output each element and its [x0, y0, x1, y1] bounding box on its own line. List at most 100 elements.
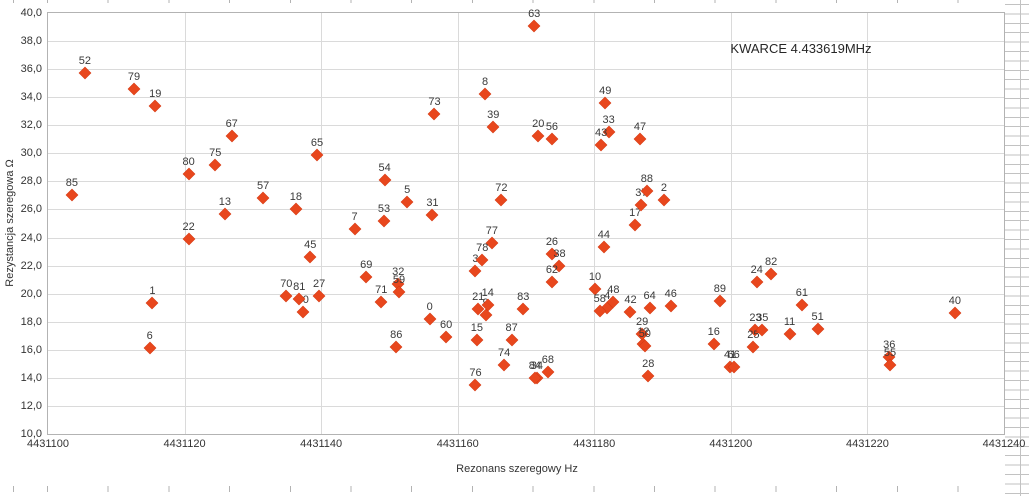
data-point-67 [226, 130, 238, 143]
point-label-50: 50 [638, 327, 651, 340]
data-point-27 [313, 290, 325, 303]
point-label-78: 78 [476, 241, 489, 254]
point-label-11: 11 [783, 316, 796, 329]
data-point-74 [498, 359, 510, 371]
point-label-65: 65 [310, 136, 324, 149]
y-gridline [48, 69, 1004, 71]
data-point-69 [360, 271, 372, 283]
y-gridline [48, 349, 1004, 351]
point-label-85: 85 [65, 177, 79, 190]
point-label-39: 39 [487, 108, 500, 121]
point-label-44: 44 [597, 229, 610, 242]
x-tick-label: 4431220 [846, 438, 889, 450]
point-label-82: 82 [765, 256, 778, 269]
data-point-40 [949, 307, 961, 319]
y-tick-label: 28,0 [20, 175, 42, 188]
y-gridline [48, 209, 1004, 211]
data-point-31 [426, 209, 439, 221]
y-tick-label: 24,0 [20, 231, 42, 244]
point-label-52: 52 [78, 55, 91, 68]
point-label-0: 0 [426, 300, 433, 313]
y-gridline [48, 181, 1004, 183]
point-label-71: 71 [375, 284, 388, 297]
x-tick-label: 4431200 [709, 438, 753, 450]
x-axis-title: Rezonans szeregowy Hz [456, 463, 578, 475]
point-label-68: 68 [541, 354, 554, 367]
point-label-18: 18 [289, 191, 302, 204]
point-label-53: 53 [377, 202, 391, 215]
y-gridline [48, 125, 1004, 127]
data-point-49 [599, 97, 611, 109]
point-label-83: 83 [517, 291, 530, 304]
plot-area: 40,0 38,0 36,0 34,0 32,0 30,0 28,0 26,0 24,0 22,0… [21, 7, 1026, 450]
point-label-29: 29 [635, 316, 649, 329]
point-label-48: 48 [607, 284, 620, 297]
point-label-21: 21 [472, 291, 485, 304]
point-label-31: 31 [426, 197, 439, 210]
point-label-79: 79 [127, 70, 141, 83]
chart-title: KWARCE 4.433619MHz [730, 41, 872, 56]
point-label-27: 27 [312, 278, 326, 291]
data-point-76 [469, 379, 482, 391]
point-label-35: 35 [756, 312, 769, 325]
x-gridline [321, 13, 323, 434]
y-gridline [48, 265, 1004, 267]
point-label-58: 58 [593, 292, 606, 305]
y-tick-label: 38,0 [20, 35, 42, 48]
data-point-62 [546, 276, 558, 289]
data-point-39 [487, 120, 499, 133]
point-label-45: 45 [304, 239, 317, 252]
data-point-24 [751, 276, 763, 289]
data-point-19 [149, 99, 161, 112]
data-point-30 [297, 306, 309, 318]
point-label-57: 57 [256, 180, 270, 193]
data-point-44 [598, 241, 610, 254]
data-point-6 [144, 342, 156, 355]
y-tick-label: 20,0 [20, 287, 42, 300]
point-label-10: 10 [588, 271, 602, 284]
point-label-87: 87 [505, 321, 518, 334]
point-label-20: 20 [532, 118, 545, 131]
point-label-41: 41 [724, 348, 737, 361]
y-tick-label: 26,0 [20, 203, 42, 216]
y-gridline [48, 153, 1004, 155]
point-label-6: 6 [146, 330, 153, 343]
point-label-70: 70 [280, 278, 293, 291]
data-point-43 [595, 139, 607, 151]
point-label-24: 24 [750, 264, 763, 277]
data-point-72 [495, 193, 508, 206]
data-point-73 [428, 108, 441, 120]
point-label-49: 49 [599, 84, 612, 97]
x-tick-label: 4431100 [26, 438, 70, 450]
x-gridline [594, 13, 596, 434]
data-point-17 [629, 219, 641, 231]
data-point-55 [884, 359, 896, 371]
data-point-25 [747, 341, 760, 353]
y-gridline [48, 41, 1004, 43]
point-label-1: 1 [149, 285, 156, 298]
data-point-56 [546, 133, 558, 145]
spreadsheet-column-borders-bottom [0, 486, 1005, 492]
point-label-14: 14 [481, 286, 494, 299]
y-tick-label: 16,0 [20, 343, 42, 356]
y-tick-label: 18,0 [20, 315, 42, 328]
y-tick-label: 32,0 [20, 119, 42, 132]
point-label-64: 64 [643, 289, 656, 302]
data-point-47 [634, 133, 646, 145]
point-label-40: 40 [948, 295, 961, 308]
point-label-26: 26 [545, 236, 559, 249]
y-tick-label: 10,0 [20, 428, 42, 440]
x-gridline [867, 13, 869, 434]
point-label-3: 3 [472, 254, 478, 265]
data-point-8 [479, 88, 491, 101]
point-label-47: 47 [633, 121, 647, 134]
data-point-68 [542, 366, 554, 378]
point-label-75: 75 [209, 146, 222, 159]
data-point-42 [624, 306, 637, 318]
spreadsheet-cells-right[interactable] [1005, 0, 1029, 496]
point-label-61: 61 [795, 286, 808, 299]
point-label-73: 73 [428, 96, 441, 109]
data-point-5 [401, 196, 413, 209]
data-point-28 [642, 370, 654, 383]
